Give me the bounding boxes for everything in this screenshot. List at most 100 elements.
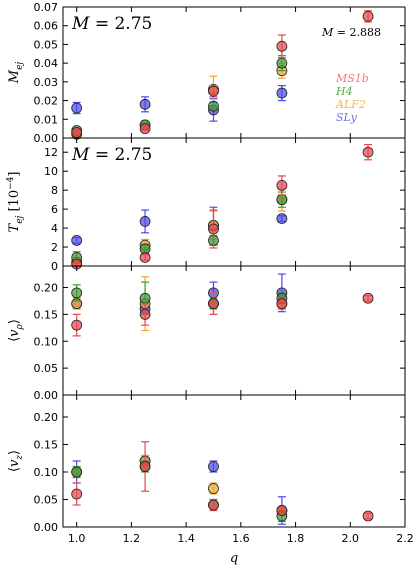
- y-tick-label: 0.15: [34, 439, 59, 452]
- data-point: [362, 10, 374, 22]
- data-point: [71, 126, 83, 138]
- data-point: [208, 483, 219, 494]
- series-h4: [71, 281, 288, 315]
- data-point: [71, 488, 83, 500]
- x-tick-label: 1.4: [177, 532, 195, 545]
- y-tick-label: 0.07: [34, 1, 59, 14]
- panel-tej: 0 2 4 6 8 10 12 Tej [10−4] M = 2.75: [6, 137, 406, 273]
- y-tick-label: 4: [51, 222, 58, 235]
- data-point: [208, 298, 219, 310]
- panel-annotation-secondary: M = 2.888: [321, 26, 381, 39]
- data-point: [139, 98, 151, 110]
- series-sly: [71, 84, 288, 122]
- series-alf2: [71, 187, 288, 268]
- data-point: [276, 194, 288, 206]
- y-tick-label: 0.01: [34, 113, 59, 126]
- series-h4: [71, 55, 288, 136]
- data-point: [139, 292, 151, 304]
- legend-entry-h4: H4: [335, 85, 353, 98]
- data-point: [71, 466, 83, 478]
- svg-text:Mej: Mej: [7, 62, 25, 85]
- y-tick-label: 0.02: [34, 95, 59, 108]
- y-tick-label: 12: [44, 146, 58, 159]
- data-point: [139, 123, 151, 135]
- series-alf2: [71, 454, 288, 516]
- data-point: [139, 216, 151, 227]
- data-point: [276, 57, 288, 69]
- y-tick-label: 0.00: [34, 521, 59, 534]
- data-point: [208, 85, 219, 97]
- svg-text:Tej [10−4]: Tej [10−4]: [6, 172, 25, 233]
- data-point: [362, 510, 374, 522]
- x-tick-label: 1.0: [68, 532, 86, 545]
- series-sly: [71, 206, 288, 246]
- data-point: [362, 292, 374, 304]
- data-point: [139, 461, 151, 472]
- panel-vrho: 0.00 0.05 0.10 0.15 0.20 ⟨vρ⟩: [7, 265, 406, 402]
- x-axis-label: q: [230, 551, 238, 566]
- series-sly: [71, 454, 288, 525]
- data-point: [362, 146, 374, 158]
- x-tick-label: 1.8: [287, 532, 305, 545]
- data-point: [208, 223, 219, 235]
- panel-annotation: M = 2.75: [71, 14, 152, 34]
- legend-entry-alf2: ALF2: [335, 98, 366, 111]
- data-point: [71, 287, 83, 299]
- data-point: [276, 213, 288, 224]
- data-point: [208, 499, 219, 511]
- y-tick-label: 0.10: [34, 335, 59, 348]
- series-ms1b: [71, 441, 374, 522]
- y-tick-label: 0.00: [34, 389, 59, 402]
- y-tick-label: 2: [51, 241, 58, 254]
- panel-annotation: M = 2.75: [71, 145, 152, 165]
- data-point: [71, 102, 83, 114]
- y-tick-label: 0.05: [34, 494, 59, 507]
- y-tick-label: 0.10: [34, 466, 59, 479]
- y-tick-label: 0.20: [34, 282, 59, 295]
- y-tick-label: 0.05: [34, 362, 59, 375]
- y-tick-label: 0.06: [34, 20, 59, 33]
- series-h4: [71, 191, 288, 264]
- series-alf2: [71, 62, 288, 140]
- y-tick-label: 0.04: [34, 57, 59, 70]
- y-axis-label: ⟨vz⟩: [7, 450, 25, 472]
- data-point: [276, 40, 288, 52]
- data-point: [208, 461, 219, 472]
- data-point: [276, 505, 288, 516]
- x-tick-label: 2.2: [396, 532, 414, 545]
- legend-entry-ms1b: MS1b: [335, 72, 369, 85]
- y-tick-label: 0: [51, 260, 58, 273]
- y-tick-label: 10: [44, 165, 58, 178]
- y-tick-label: 0.20: [34, 411, 59, 424]
- data-point: [139, 308, 151, 320]
- data-point: [139, 252, 151, 263]
- series-h4: [71, 460, 288, 523]
- y-axis-label: Tej [10−4]: [6, 172, 25, 233]
- y-tick-label: 6: [51, 203, 58, 216]
- svg-text:⟨vz⟩: ⟨vz⟩: [7, 450, 25, 472]
- y-tick-label: 0.05: [34, 38, 59, 51]
- panel-mej: 0.00 0.01 0.02 0.03 0.04 0.05 0.06 0.07 Mej M = 2…: [7, 1, 406, 145]
- y-axis-label: Mej: [7, 62, 25, 85]
- y-tick-label: 8: [51, 184, 58, 197]
- data-point: [276, 298, 288, 310]
- series-ms1b: [71, 10, 374, 138]
- legend-entry-sly: SLy: [336, 111, 358, 124]
- y-tick-label: 0.15: [34, 308, 59, 321]
- data-point: [71, 234, 83, 246]
- y-tick-label: 0.00: [34, 132, 59, 145]
- panel-vz: 0.00 0.05 0.10 0.15 0.20 ⟨vz⟩: [7, 394, 406, 534]
- data-point: [276, 180, 288, 191]
- axes-frame: [62, 265, 406, 396]
- x-tick-label: 1.6: [232, 532, 250, 545]
- y-tick-label: 0.03: [34, 76, 59, 89]
- axes-frame: [62, 394, 406, 528]
- chart-plot-area: 0.00 0.01 0.02 0.03 0.04 0.05 0.06 0.07 Mej M = 2…: [6, 1, 414, 566]
- series-sly: [71, 273, 288, 315]
- x-tick-label: 1.2: [123, 532, 141, 545]
- data-point: [276, 87, 288, 99]
- data-point: [71, 319, 83, 331]
- svg-text:⟨vρ⟩: ⟨vρ⟩: [7, 319, 25, 342]
